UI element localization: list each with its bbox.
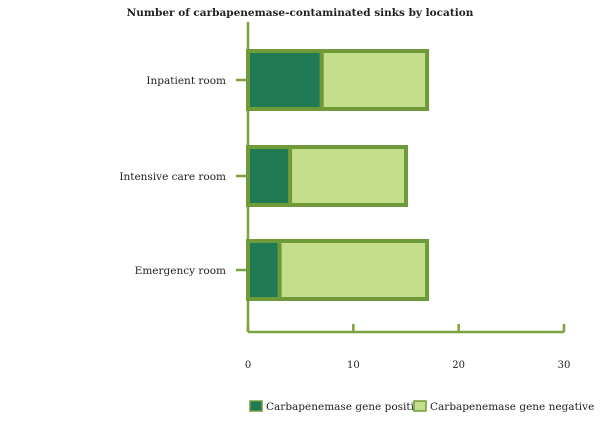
legend-swatch — [249, 400, 263, 412]
bar-segment-negative — [288, 145, 408, 207]
category-label: Inpatient room — [146, 75, 226, 87]
bar-segment-negative — [319, 49, 430, 111]
x-tick-label: 10 — [347, 360, 360, 371]
bar-segment-positive — [246, 145, 293, 207]
legend-label: Carbapenemase gene positive — [266, 401, 426, 413]
chart-legend: Carbapenemase gene positive Carbapenemase… — [249, 400, 594, 413]
chart-bars — [246, 49, 430, 301]
chart-title: Number of carbapenemase-contaminated sin… — [127, 7, 474, 19]
bar-segment-negative — [277, 239, 430, 301]
legend-swatch — [413, 400, 427, 412]
x-tick-labels: 0 10 20 30 — [245, 360, 571, 371]
category-label: Emergency room — [135, 265, 226, 277]
category-label: Intensive care room — [119, 171, 226, 183]
legend-label: Carbapenemase gene negative — [430, 401, 594, 413]
x-tick-label: 30 — [558, 360, 571, 371]
bar-segment-positive — [246, 239, 282, 301]
category-labels: Inpatient room Intensive care room Emergen… — [119, 75, 226, 277]
x-tick-label: 0 — [245, 360, 251, 371]
x-tick-label: 20 — [452, 360, 465, 371]
bar-segment-positive — [246, 49, 324, 111]
